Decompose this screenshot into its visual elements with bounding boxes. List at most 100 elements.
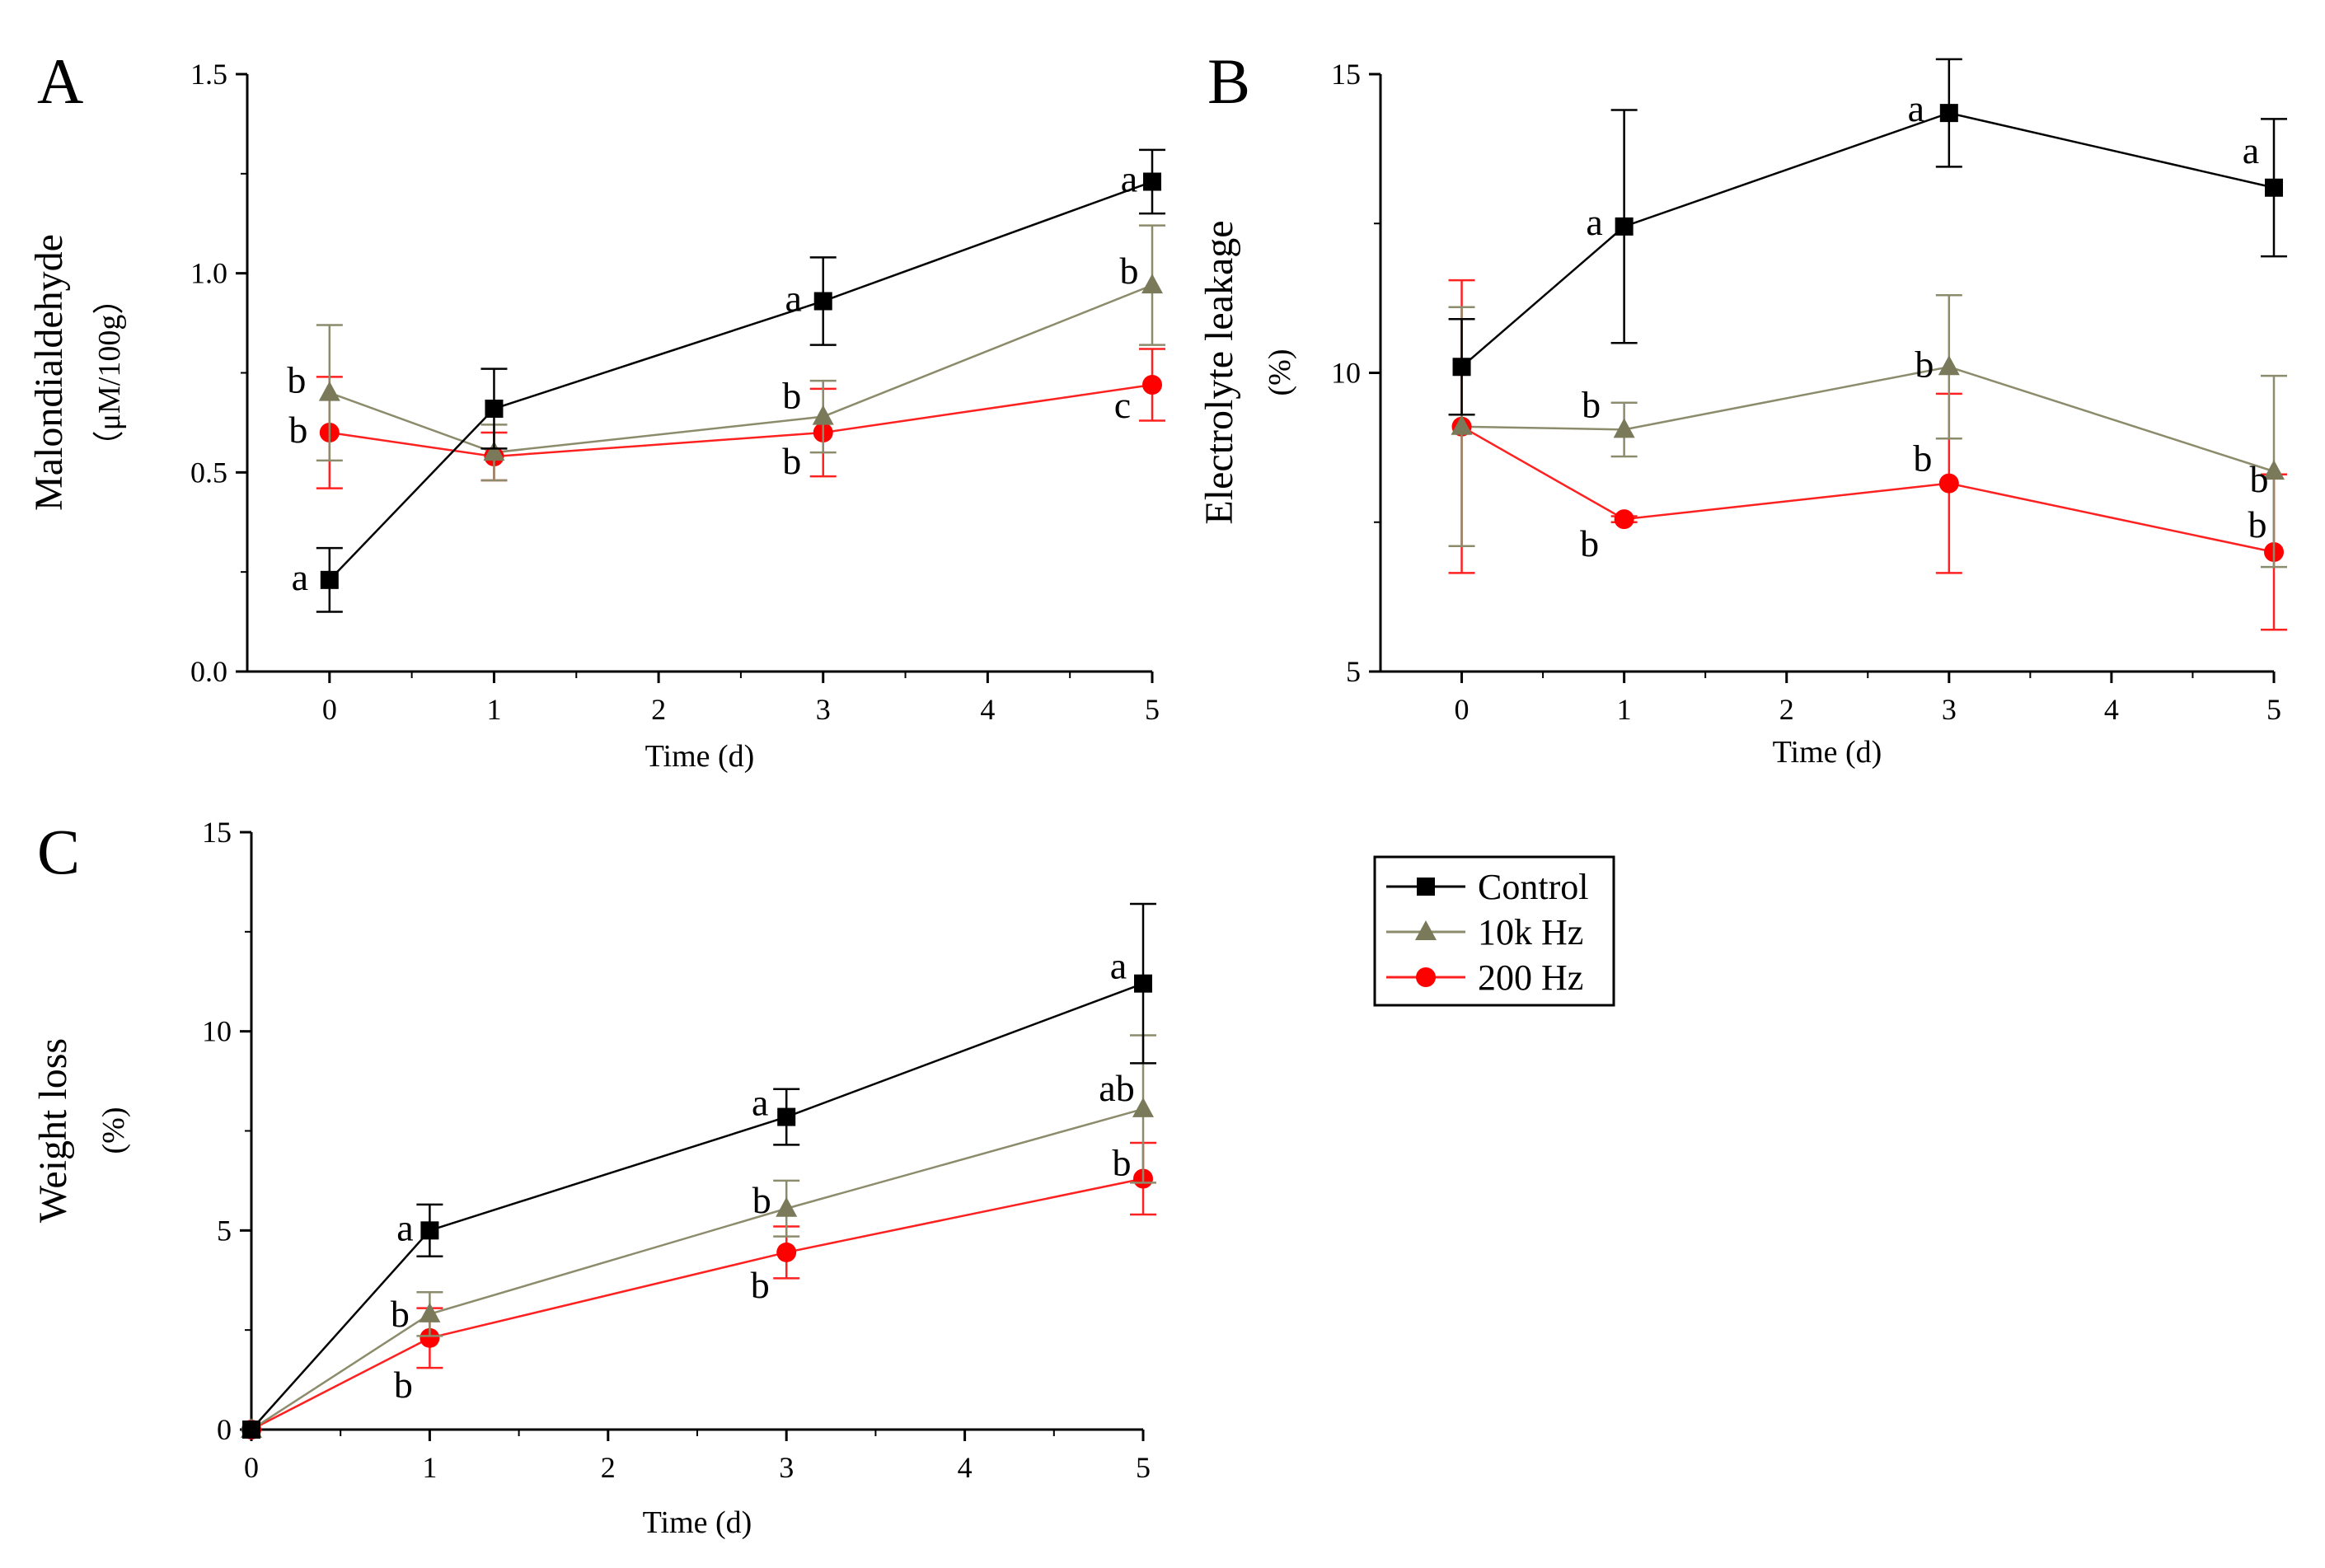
y-tick-label: 10 (202, 1015, 232, 1048)
y-axis-title-line: (%) (96, 1107, 131, 1154)
legend-marker-200-hz (1416, 967, 1436, 987)
x-tick-label: 5 (2266, 693, 2281, 726)
data-point-10k-hz (1613, 418, 1635, 438)
x-tick-label: 2 (1779, 693, 1794, 726)
significance-letter: a (396, 1206, 413, 1248)
y-tick-label: 0.5 (190, 456, 227, 489)
significance-letter: ab (1099, 1067, 1134, 1109)
x-tick-label: 3 (1942, 693, 1957, 726)
series-10k-hz (241, 1034, 1156, 1438)
panel-letter: C (37, 816, 80, 887)
y-axis-title-line: Weight loss (31, 1038, 75, 1223)
series-control (316, 148, 1165, 613)
data-point-control (1143, 172, 1161, 191)
data-point-control (485, 400, 504, 418)
panel-letter: A (37, 45, 83, 117)
significance-letter: a (1586, 201, 1602, 243)
data-point-200-hz (776, 1242, 797, 1262)
series-line-10k-hz (251, 1107, 1144, 1431)
y-tick-label: 15 (202, 816, 232, 849)
data-point-10k-hz (812, 405, 834, 425)
significance-letter: b (287, 359, 306, 401)
data-point-control (1939, 104, 1958, 123)
significance-letter: c (1114, 384, 1131, 426)
x-tick-label: 5 (1136, 1451, 1151, 1484)
data-point-200-hz (420, 1327, 440, 1348)
data-point-200-hz (1142, 375, 1162, 395)
significance-letter: a (1121, 158, 1137, 200)
x-tick-label: 2 (601, 1451, 616, 1484)
series-control (1448, 58, 2287, 416)
legend-item-control: Control (1386, 867, 1588, 907)
legend-label: 200 Hz (1478, 957, 1583, 998)
data-point-control (1615, 217, 1634, 236)
data-point-10k-hz (318, 381, 340, 401)
legend-label: Control (1478, 867, 1588, 907)
significance-letter: b (1580, 522, 1599, 564)
data-point-control (813, 292, 832, 311)
y-axis-title-line: （μM/100g） (92, 283, 127, 462)
data-point-control (777, 1107, 796, 1126)
significance-letter: b (782, 440, 801, 482)
legend-item-10k-hz: 10k Hz (1386, 912, 1583, 953)
panel-a: A 0 1 2 3 4 5 0.0 0.5 1.0 1.5 Time (d) Malondialdehy… (27, 45, 1165, 774)
series-10k-hz (1448, 294, 2287, 569)
x-tick-label: 4 (958, 1451, 973, 1484)
y-axis-title-line: Electrolyte leakage (1198, 220, 1241, 524)
x-axis-title: Time (d) (643, 1505, 752, 1540)
x-tick-label: 1 (486, 693, 501, 726)
y-tick-label: 1.0 (190, 257, 227, 290)
significance-letter: b (751, 1264, 770, 1306)
y-axis-title-line: (%) (1263, 349, 1297, 396)
series-200-hz (316, 348, 1165, 489)
x-tick-label: 0 (1455, 693, 1470, 726)
significance-letter: a (1908, 87, 1924, 129)
data-point-10k-hz (776, 1196, 798, 1217)
y-tick-label: 5 (217, 1214, 232, 1247)
y-tick-label: 15 (1331, 58, 1361, 91)
data-point-control (2265, 178, 2283, 197)
data-point-control (320, 570, 339, 589)
significance-letter: b (391, 1293, 410, 1335)
x-tick-label: 3 (816, 693, 831, 726)
x-tick-label: 2 (651, 693, 666, 726)
x-tick-label: 0 (244, 1451, 259, 1484)
y-tick-label: 0.0 (190, 655, 227, 688)
series-line-control (328, 180, 1153, 581)
data-point-200-hz (1614, 509, 1634, 530)
x-tick-label: 3 (779, 1451, 794, 1484)
y-tick-label: 5 (1346, 655, 1361, 688)
significance-letter: a (2243, 129, 2259, 171)
significance-letter: b (2248, 503, 2267, 545)
x-axis-title: Time (d) (1773, 735, 1882, 770)
significance-letter: b (394, 1364, 413, 1406)
x-tick-label: 1 (1617, 693, 1632, 726)
y-tick-label: 0 (217, 1413, 232, 1446)
significance-letter: b (752, 1179, 771, 1221)
data-point-10k-hz (1938, 355, 1960, 376)
significance-letter: a (752, 1082, 768, 1124)
legend-item-200-hz: 200 Hz (1386, 957, 1583, 998)
data-point-control (1452, 358, 1471, 377)
data-point-control (242, 1421, 260, 1439)
significance-letter: a (292, 556, 308, 598)
data-point-10k-hz (483, 441, 505, 461)
significance-letter: b (288, 409, 307, 451)
series-line-control (251, 982, 1144, 1430)
series-line-10k-hz (329, 284, 1153, 454)
data-point-control (420, 1221, 439, 1240)
series-line-10k-hz (1461, 365, 2275, 473)
significance-letter: b (1915, 343, 1934, 385)
significance-letter: b (1582, 383, 1601, 425)
x-tick-label: 4 (2104, 693, 2119, 726)
legend-marker-10k-hz (1415, 920, 1437, 940)
y-tick-label: 10 (1331, 357, 1361, 390)
series-10k-hz (316, 224, 1165, 482)
series-200-hz (1448, 278, 2287, 631)
significance-letter: b (1113, 1142, 1132, 1184)
